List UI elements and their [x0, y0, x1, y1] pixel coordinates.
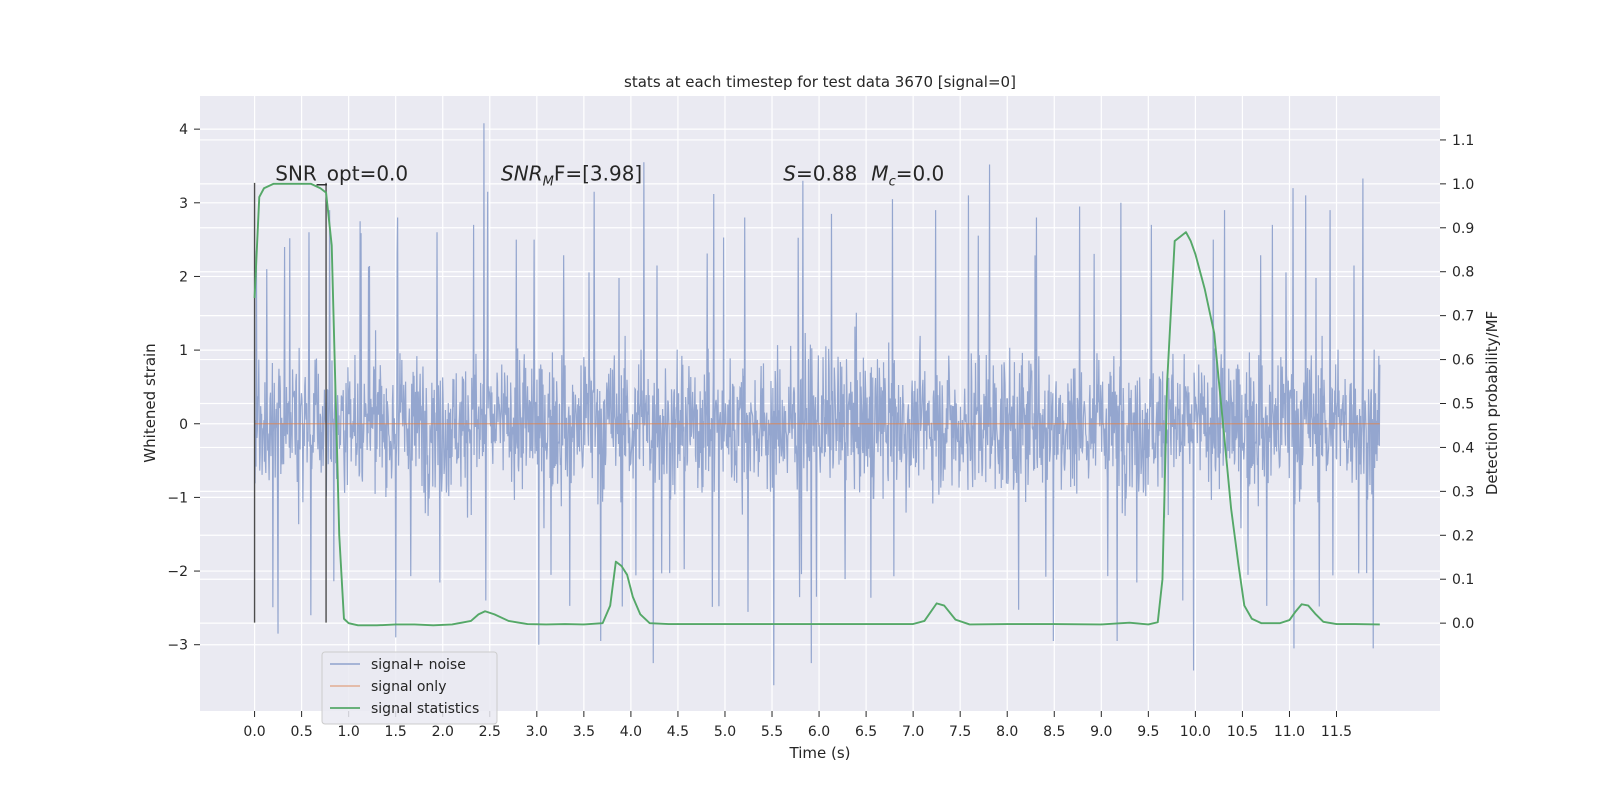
- y2-tick-label: 0.9: [1452, 221, 1474, 237]
- legend-label-signal-only: signal only: [371, 679, 446, 695]
- annotation-s-mc: S=0.88 Mc=0.0: [783, 162, 944, 190]
- x-tick-label: 9.5: [1137, 724, 1159, 740]
- annotation-snr-opt: SNR_opt=0.0: [275, 162, 408, 186]
- series-signal-noise: [253, 123, 1381, 686]
- x-tick-label: 10.5: [1227, 724, 1258, 740]
- mc-prefix: M: [871, 162, 888, 186]
- annotation-snr-mf: SNRMF=[3.98]: [501, 162, 642, 190]
- x-tick-label: 11.5: [1321, 724, 1352, 740]
- y2-tick-label: 0.8: [1452, 265, 1474, 281]
- s-prefix: S: [783, 162, 796, 186]
- x-tick-label: 6.5: [855, 724, 877, 740]
- y2-tick-label: 1.1: [1452, 133, 1474, 149]
- legend: signal+ noise signal only signal statist…: [321, 651, 498, 725]
- y2-tick-label: 0.4: [1452, 440, 1474, 456]
- mc-value: =0.0: [896, 162, 945, 186]
- s-value: =0.88: [796, 162, 857, 186]
- x-tick-label: 0.5: [290, 724, 312, 740]
- x-tick-label: 2.5: [479, 724, 501, 740]
- snr-mf-prefix: SNR: [501, 162, 543, 186]
- y2-tick-label: 0.2: [1452, 528, 1474, 544]
- x-tick-label: 0.0: [243, 724, 265, 740]
- y-tick-label: 2: [179, 269, 188, 285]
- x-tick-label: 1.5: [385, 724, 407, 740]
- x-tick-label: 8.5: [1043, 724, 1065, 740]
- legend-box: [321, 651, 498, 725]
- y-tick-label: −2: [167, 564, 188, 580]
- y2-tick-label: 0.6: [1452, 353, 1474, 369]
- y2-axis-ticks: 1.1 1.0 0.9 0.8 0.7 0.6 0.5 0.4 0.3 0.2 0.1 0.0: [1440, 133, 1474, 632]
- y-tick-label: 3: [179, 196, 188, 212]
- y-tick-label: 0: [179, 417, 188, 433]
- y-axis-title: Whitened strain: [141, 343, 159, 462]
- x-tick-label: 9.0: [1090, 724, 1112, 740]
- chart-title: stats at each timestep for test data 367…: [624, 73, 1016, 91]
- x-tick-label: 7.5: [949, 724, 971, 740]
- legend-label-signal-statistics: signal statistics: [371, 701, 479, 717]
- x-tick-label: 6.0: [808, 724, 830, 740]
- signal-noise-line: [253, 123, 1381, 686]
- x-axis-title: Time (s): [789, 744, 851, 762]
- vertical-lines: [253, 182, 327, 623]
- x-tick-label: 2.0: [432, 724, 454, 740]
- x-axis-ticks: 0.0 0.5 1.0 1.5 2.0 2.5 3.0 3.5 4.0 4.5 5.0 5.5 6.0 6…: [243, 711, 1352, 740]
- mc-sub: c: [889, 175, 896, 190]
- x-tick-label: 4.0: [620, 724, 642, 740]
- y2-tick-label: 0.7: [1452, 309, 1474, 325]
- y2-tick-label: 0.3: [1452, 484, 1474, 500]
- y-tick-label: 1: [179, 343, 188, 359]
- x-tick-label: 8.0: [996, 724, 1018, 740]
- x-tick-label: 3.0: [526, 724, 548, 740]
- series-signal-statistics: [253, 182, 1380, 627]
- y2-tick-label: 0.5: [1452, 397, 1474, 413]
- y-axis-ticks: 4 3 2 1 0 −1 −2 −3: [167, 122, 200, 654]
- y2-axis-title: Detection probability/MF: [1483, 311, 1501, 495]
- x-tick-label: 5.0: [714, 724, 736, 740]
- y-tick-label: 4: [179, 122, 188, 138]
- snr-mf-suffix-f: F=[3.98]: [554, 162, 642, 186]
- x-tick-label: 1.0: [338, 724, 360, 740]
- y2-tick-label: 0.1: [1452, 572, 1474, 588]
- y-tick-label: −3: [167, 638, 188, 654]
- x-tick-label: 3.5: [573, 724, 595, 740]
- snr-mf-sub: M: [543, 175, 554, 190]
- x-tick-label: 7.0: [902, 724, 924, 740]
- x-tick-label: 5.5: [761, 724, 783, 740]
- x-tick-label: 11.0: [1274, 724, 1305, 740]
- x-tick-label: 10.0: [1180, 724, 1211, 740]
- legend-label-signal-noise: signal+ noise: [371, 657, 466, 673]
- y2-tick-label: 0.0: [1452, 616, 1474, 632]
- y-tick-label: −1: [167, 490, 188, 506]
- y2-tick-label: 1.0: [1452, 177, 1474, 193]
- signal-statistics-line: [253, 182, 1380, 627]
- annotations: SNR_opt=0.0 SNRMF=[3.98] S=0.88 Mc=0.0: [275, 162, 944, 190]
- x-tick-label: 4.5: [667, 724, 689, 740]
